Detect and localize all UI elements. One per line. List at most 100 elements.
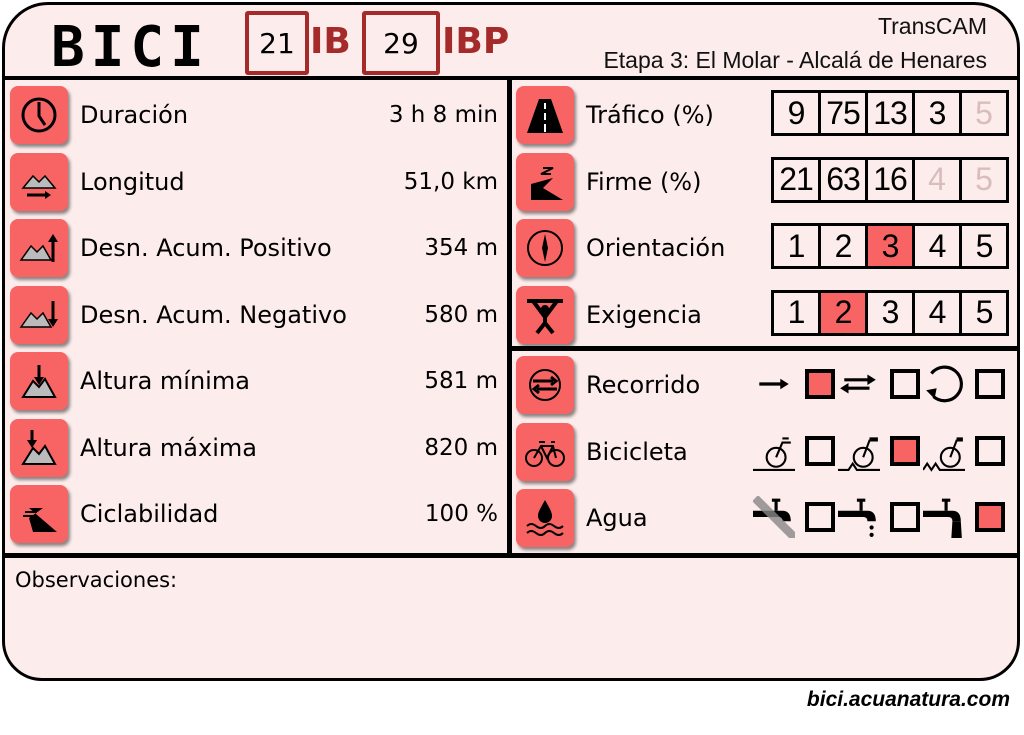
- surface-icon: [516, 152, 574, 211]
- cyclability-icon: [10, 485, 68, 543]
- scale-label: Tráfico (%): [586, 101, 714, 129]
- scale-value: 3: [881, 227, 900, 264]
- scale-cell[interactable]: 9: [774, 93, 821, 133]
- stat-row: Altura máxima 820 m: [10, 418, 498, 478]
- scale-cell[interactable]: 5: [962, 226, 1006, 266]
- max-altitude-icon: [10, 418, 68, 477]
- scale-cell[interactable]: 4: [915, 226, 962, 266]
- route-card: BICI 21 IB 29 IBP TransCAM Etapa 3: El M…: [2, 2, 1020, 681]
- option-checkbox[interactable]: [975, 502, 1005, 532]
- scale-cell[interactable]: 1: [774, 292, 821, 333]
- stat-label: Altura máxima: [80, 433, 257, 462]
- scale-cell[interactable]: 4: [915, 159, 962, 200]
- scale-value: 4: [928, 227, 947, 264]
- scale-row: Firme (%): [516, 152, 701, 212]
- weightlifter-icon: [516, 285, 574, 344]
- descent-icon: [10, 285, 68, 344]
- scale-cell[interactable]: 5: [962, 293, 1006, 333]
- scale-cell[interactable]: 3: [868, 226, 915, 266]
- scale-cell[interactable]: 5: [962, 93, 1006, 133]
- option-label: Recorrido: [586, 371, 701, 399]
- stat-value: 354 m: [424, 235, 498, 261]
- scale-cell[interactable]: 16: [868, 159, 915, 200]
- option-label: Agua: [586, 504, 648, 532]
- stat-row: Desn. Acum. Negativo 580 m: [10, 285, 498, 345]
- running-tap-icon: [923, 496, 965, 542]
- option-checkbox[interactable]: [975, 369, 1005, 399]
- scale-value: 63: [826, 161, 861, 197]
- stat-value: 3 h 8 min: [388, 102, 498, 128]
- route-icon: [516, 356, 574, 414]
- scale-cell[interactable]: 4: [915, 292, 962, 333]
- water-drop-icon: [516, 489, 574, 547]
- stat-value: 581 m: [424, 368, 498, 394]
- trekking-bike-icon: [838, 430, 880, 476]
- stat-row: Ciclabilidad 100 %: [10, 484, 498, 544]
- scale-cell[interactable]: 2: [821, 226, 868, 266]
- observations-divider: [5, 553, 1017, 558]
- stat-row: Duración 3 h 8 min: [10, 85, 498, 145]
- scale-value: 3: [928, 94, 947, 131]
- scale-cell[interactable]: 3: [915, 93, 962, 133]
- scale-value: 2: [834, 294, 853, 330]
- stat-row: Desn. Acum. Positivo 354 m: [10, 218, 498, 278]
- scale-value: 16: [873, 161, 908, 197]
- right-divider: [509, 346, 1017, 351]
- scale-boxes: 21 63 16 4 5: [771, 156, 1009, 203]
- option-row: Agua: [516, 488, 648, 548]
- scale-value: 1: [787, 294, 806, 330]
- scale-row: Tráfico (%): [516, 85, 714, 145]
- scale-row: Orientación: [516, 218, 725, 278]
- stat-row: Longitud 51,0 km: [10, 152, 498, 212]
- road-icon: [516, 86, 574, 144]
- stat-label: Altura mínima: [80, 367, 250, 395]
- min-altitude-icon: [10, 352, 68, 410]
- ibp-value: 29: [362, 11, 440, 75]
- option-checkbox[interactable]: [890, 435, 920, 466]
- scale-boxes: 9 75 13 3 5: [771, 90, 1009, 136]
- scale-value: 13: [873, 94, 908, 131]
- scale-value: 21: [779, 161, 814, 197]
- column-divider: [507, 78, 512, 555]
- scale-cell[interactable]: 5: [962, 160, 1006, 200]
- scale-value: 2: [834, 227, 853, 264]
- scale-cell[interactable]: 1: [774, 226, 821, 266]
- option-row: Bicicleta: [516, 422, 688, 482]
- scale-value: 9: [787, 94, 806, 131]
- scale-cell[interactable]: 63: [821, 159, 868, 200]
- option-label: Bicicleta: [586, 437, 688, 466]
- footer-link[interactable]: bici.acuanatura.com: [806, 688, 1010, 711]
- scale-row: Exigencia: [516, 285, 702, 345]
- scale-cell[interactable]: 3: [868, 292, 915, 333]
- scale-value: 75: [826, 94, 861, 131]
- stage-title: Etapa 3: El Molar - Alcalá de Henares: [603, 47, 987, 73]
- option-checkbox[interactable]: [805, 435, 835, 466]
- stat-value: 820 m: [424, 434, 498, 461]
- stat-value: 580 m: [424, 301, 498, 328]
- ascent-icon: [10, 219, 68, 277]
- option-checkbox[interactable]: [805, 502, 835, 532]
- option-checkbox[interactable]: [890, 369, 920, 399]
- option-row: Recorrido: [516, 355, 700, 415]
- option-checkbox[interactable]: [975, 435, 1005, 466]
- bicycle-icon: [516, 422, 574, 481]
- scale-cell[interactable]: 2: [821, 292, 868, 333]
- scale-value: 3: [881, 294, 900, 330]
- scale-cell[interactable]: 21: [774, 159, 821, 200]
- scale-cell[interactable]: 13: [868, 93, 915, 133]
- stat-value: 100 %: [424, 501, 498, 527]
- one-way-icon: [753, 363, 795, 409]
- option-checkbox[interactable]: [805, 369, 835, 399]
- mtb-icon: [922, 430, 965, 476]
- stat-label: Desn. Acum. Positivo: [80, 234, 332, 262]
- scale-value: 4: [928, 294, 947, 330]
- card-title: BICI: [51, 15, 210, 80]
- stat-label: Ciclabilidad: [80, 500, 219, 528]
- stat-value: 51,0 km: [403, 168, 498, 195]
- scale-value: 5: [975, 294, 994, 330]
- option-checkbox[interactable]: [890, 502, 920, 532]
- scale-cell[interactable]: 75: [821, 93, 868, 133]
- scale-label: Exigencia: [586, 300, 702, 329]
- observations-label: Observaciones:: [15, 568, 178, 592]
